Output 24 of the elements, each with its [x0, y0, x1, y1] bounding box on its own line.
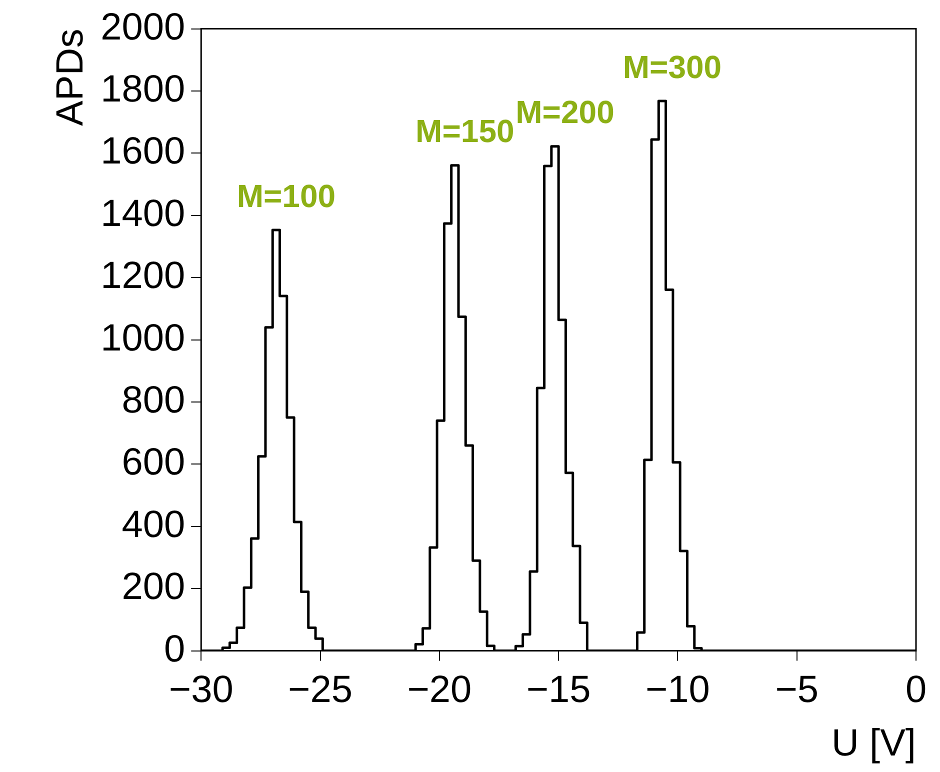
y-tick-label: 400: [122, 504, 186, 546]
y-tick-label: 1200: [100, 255, 186, 298]
y-tick-label: 1600: [100, 130, 186, 173]
y-tick-label: 200: [122, 566, 186, 608]
y-tick-label: 1400: [100, 192, 186, 235]
x-axis-title: U [V]: [832, 722, 916, 765]
annotation: M=200: [516, 94, 614, 130]
y-tick-label: 800: [122, 379, 186, 422]
x-tick-label: −10: [645, 669, 710, 712]
y-tick-label: 0: [164, 628, 186, 670]
annotation: M=300: [622, 48, 722, 85]
annotation: M=150: [416, 113, 514, 150]
y-tick-label: 1800: [100, 68, 186, 110]
y-tick-label: 600: [122, 442, 186, 484]
annotation: M=100: [236, 178, 336, 214]
x-tick-label: −5: [775, 669, 819, 712]
x-tick-label: −15: [526, 669, 591, 712]
x-tick-label: 0: [905, 669, 927, 712]
x-tick-label: −30: [168, 669, 234, 712]
x-tick-label: −25: [288, 669, 353, 712]
y-tick-label: 1000: [100, 317, 186, 360]
x-tick-label: −20: [407, 669, 472, 712]
y-tick-label: 2000: [100, 6, 186, 48]
y-axis-title: APDs: [49, 28, 92, 126]
